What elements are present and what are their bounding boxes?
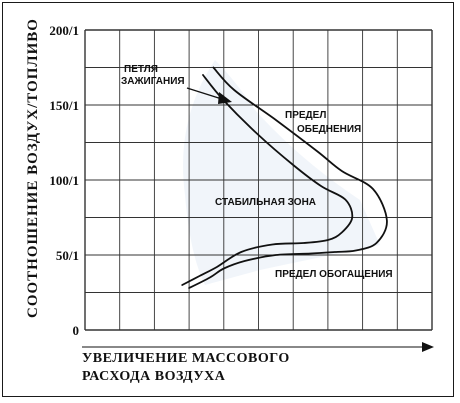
annotation-rich-limit: ПРЕДЕЛ ОБОГАЩЕНИЯ (275, 269, 393, 280)
annotation-ignition-loop-line1: ПЕТЛЯ (124, 64, 158, 75)
series-lines (181, 66, 388, 289)
stable-zone-shading (183, 60, 380, 285)
y-tick-label: 50/1 (56, 248, 79, 263)
y-tick-label: 150/1 (49, 98, 79, 113)
x-axis-label-line2: РАСХОДА ВОЗДУХА (82, 369, 226, 384)
chart-frame (2, 2, 454, 397)
series-line-2 (181, 74, 354, 286)
annotation-ignition-loop-line2: ЗАЖИГАНИЯ (121, 76, 185, 87)
x-axis-arrowhead (422, 342, 434, 352)
y-tick-labels: 0 50/1 100/1 150/1 200/1 (49, 23, 79, 338)
y-axis-label: СООТНОШЕНИЕ ВОЗДУХ/ТОПЛИВО (25, 18, 41, 318)
ignition-loop-arrowhead (218, 92, 232, 104)
y-tick-label: 200/1 (49, 23, 79, 38)
y-tick-label: 0 (73, 323, 80, 338)
y-tick-label: 100/1 (49, 173, 79, 188)
x-axis-label-line1: УВЕЛИЧЕНИЕ МАССОВОГО (82, 351, 290, 366)
annotation-lean-limit-line1: ПРЕДЕЛ (285, 110, 326, 121)
series-line-1 (188, 66, 388, 289)
annotation-lean-limit-line2: ОБЕДНЕНИЯ (297, 124, 361, 135)
plot-grid (84, 29, 433, 331)
annotation-stable-zone: СТАБИЛЬНАЯ ЗОНА (215, 197, 316, 208)
